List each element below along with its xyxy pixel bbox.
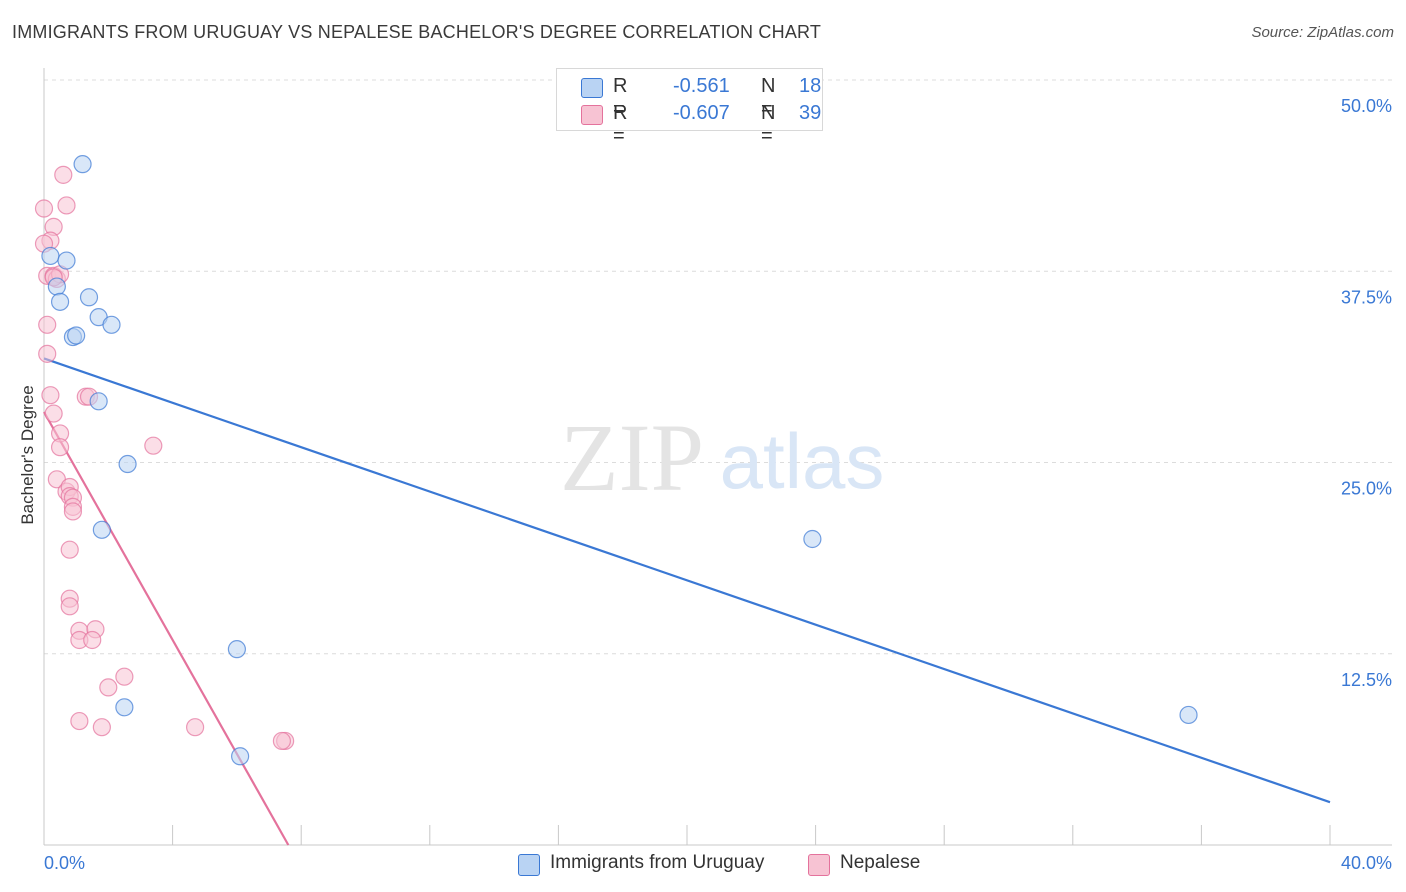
legend-swatch-uruguay bbox=[518, 854, 540, 876]
axes bbox=[43, 68, 1392, 846]
watermark-zip: ZIP bbox=[560, 404, 704, 511]
point-nepalese bbox=[41, 386, 60, 405]
x-tick-label: 40.0% bbox=[1341, 853, 1392, 873]
point-uruguay bbox=[50, 292, 70, 311]
legend-n-value: 39 bbox=[799, 102, 822, 124]
point-nepalese bbox=[186, 718, 205, 737]
legend-r-label: R = bbox=[613, 75, 628, 120]
source-label: Source: ZipAtlas.com bbox=[1251, 24, 1394, 41]
trend-line-uruguay bbox=[43, 357, 1331, 804]
watermark: ZIP atlas bbox=[560, 404, 884, 511]
point-uruguay bbox=[102, 315, 121, 334]
point-uruguay bbox=[57, 251, 76, 270]
legend-r-value: -0.607 bbox=[673, 102, 730, 124]
point-uruguay bbox=[92, 520, 111, 539]
y-tick-label: 12.5% bbox=[1341, 670, 1392, 690]
point-uruguay bbox=[89, 392, 108, 411]
point-nepalese bbox=[44, 404, 63, 423]
point-uruguay bbox=[79, 288, 99, 307]
point-nepalese bbox=[57, 196, 76, 215]
chart-title: IMMIGRANTS FROM URUGUAY VS NEPALESE BACH… bbox=[12, 22, 822, 42]
point-nepalese bbox=[92, 718, 111, 737]
y-tick-labels: 12.5% 25.0% 37.5% 50.0% bbox=[1341, 96, 1392, 690]
legend-swatch-nepalese bbox=[581, 105, 603, 125]
point-nepalese bbox=[54, 165, 73, 184]
point-uruguay bbox=[41, 246, 60, 266]
y-tick-label: 37.5% bbox=[1341, 287, 1392, 307]
point-nepalese bbox=[70, 711, 89, 731]
point-uruguay bbox=[73, 155, 92, 174]
point-nepalese bbox=[34, 199, 54, 218]
legend-r-value: -0.561 bbox=[673, 75, 730, 97]
point-uruguay bbox=[47, 277, 66, 296]
point-nepalese bbox=[83, 630, 102, 650]
legend-label-uruguay: Immigrants from Uruguay bbox=[550, 852, 765, 873]
y-tick-label: 50.0% bbox=[1341, 96, 1392, 116]
point-uruguay bbox=[1179, 705, 1198, 725]
point-nepalese bbox=[144, 436, 163, 455]
watermark-atlas: atlas bbox=[720, 417, 885, 505]
point-uruguay bbox=[227, 640, 246, 659]
point-nepalese bbox=[50, 438, 70, 457]
point-nepalese bbox=[38, 344, 57, 363]
legend-swatch-nepalese bbox=[808, 854, 830, 876]
data-points bbox=[34, 155, 1198, 766]
stats-legend: R = -0.561 N = 18 R = -0.607 N = 39 bbox=[556, 68, 823, 147]
point-nepalese bbox=[60, 540, 79, 559]
x-tick-label: 0.0% bbox=[44, 853, 85, 873]
point-nepalese bbox=[272, 731, 292, 751]
y-tick-label: 25.0% bbox=[1341, 479, 1392, 499]
point-uruguay bbox=[803, 529, 822, 549]
point-nepalese bbox=[63, 502, 83, 521]
trend-line-nepalese bbox=[43, 411, 290, 846]
x-tick-labels: 0.0% 40.0% bbox=[44, 853, 1392, 873]
point-nepalese bbox=[38, 315, 57, 334]
point-uruguay bbox=[67, 326, 86, 345]
legend-r-label: R = bbox=[613, 102, 628, 147]
legend-n-label: N = bbox=[761, 75, 776, 120]
gridlines bbox=[44, 79, 1392, 655]
point-uruguay bbox=[118, 454, 137, 474]
point-nepalese bbox=[60, 597, 79, 616]
trend-lines bbox=[43, 357, 1331, 846]
point-nepalese bbox=[115, 667, 134, 686]
point-nepalese bbox=[99, 678, 118, 697]
legend-n-value: 18 bbox=[799, 75, 822, 97]
legend-label-nepalese: Nepalese bbox=[840, 852, 921, 873]
legend-swatch-uruguay bbox=[581, 78, 603, 98]
point-uruguay bbox=[115, 698, 134, 717]
point-uruguay bbox=[231, 747, 250, 766]
legend-n-label: N = bbox=[761, 102, 776, 147]
